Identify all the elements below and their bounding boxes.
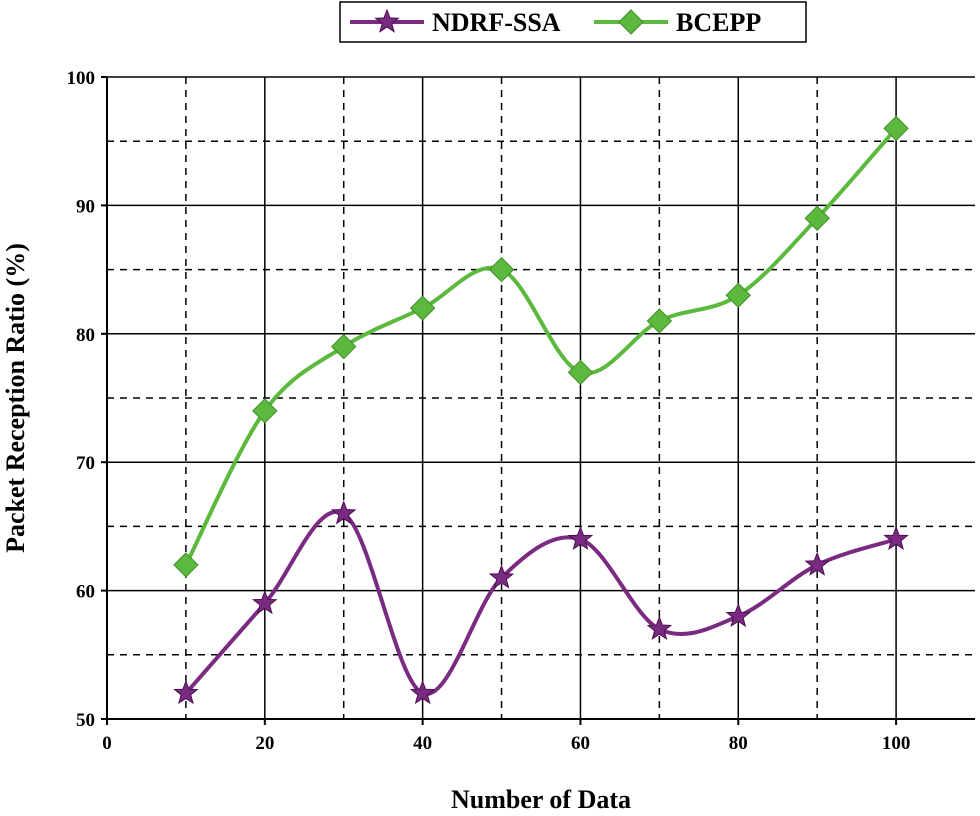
legend-item: BCEPP <box>594 8 761 37</box>
legend-label: BCEPP <box>676 8 761 37</box>
data-point-diamond <box>725 282 751 308</box>
grid <box>107 76 975 719</box>
data-point-diamond <box>409 295 436 321</box>
data-point-star <box>725 602 752 628</box>
y-tick-label: 70 <box>76 453 95 474</box>
y-tick-label: 80 <box>76 325 95 346</box>
data-point-star <box>409 679 436 705</box>
series-line <box>184 509 897 696</box>
data-point-diamond <box>646 308 673 334</box>
data-point-star <box>488 564 515 589</box>
data-point-star <box>252 589 278 615</box>
data-point-diamond <box>488 256 515 283</box>
x-tick-label: 80 <box>729 733 748 754</box>
y-tick-label: 60 <box>76 582 95 603</box>
data-point-star <box>173 679 199 705</box>
data-point-star <box>646 615 673 640</box>
data-point-diamond <box>173 552 199 578</box>
data-point-star <box>330 500 357 525</box>
x-tick-label: 40 <box>413 733 432 754</box>
series-line <box>184 127 898 566</box>
x-tick-label: 0 <box>102 733 112 754</box>
axes <box>101 76 975 725</box>
data-point-diamond <box>331 333 357 360</box>
y-tick-label: 100 <box>67 68 96 89</box>
y-axis-label: Packet Reception Ratio (%) <box>1 243 30 553</box>
data-point-star <box>567 525 594 551</box>
y-tick-label: 50 <box>76 710 95 731</box>
data-point-star <box>374 8 400 33</box>
series-bcepp <box>173 115 909 578</box>
data-point-diamond <box>883 115 909 142</box>
data-point-diamond <box>804 205 830 231</box>
x-tick-label: 60 <box>571 733 590 754</box>
x-tick-label: 20 <box>255 733 274 754</box>
data-point-star <box>804 551 830 576</box>
x-axis-label: Number of Data <box>451 785 631 814</box>
legend-label: NDRF-SSA <box>432 8 561 37</box>
data-point-diamond <box>252 398 278 424</box>
data-point-diamond <box>618 9 644 35</box>
data-point-diamond <box>567 359 594 386</box>
data-point-star <box>883 525 909 551</box>
x-tick-label: 100 <box>882 733 911 754</box>
series-group <box>173 115 909 705</box>
y-tick-label: 90 <box>76 196 95 217</box>
legend: NDRF-SSA BCEPP <box>339 1 807 43</box>
tick-labels: 0 20 40 60 80 100 50 60 70 80 90 100 <box>67 68 911 754</box>
series-ndrf-ssa <box>173 500 909 705</box>
legend-item: NDRF-SSA <box>350 8 561 37</box>
